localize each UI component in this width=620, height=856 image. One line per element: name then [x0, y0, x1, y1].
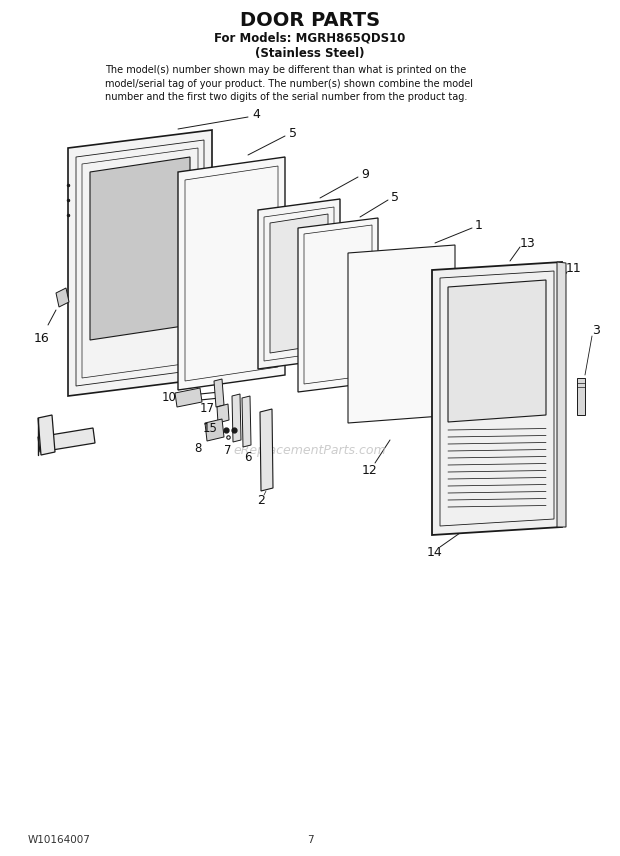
Text: 7: 7	[307, 835, 313, 845]
Text: For Models: MGRH865QDS10: For Models: MGRH865QDS10	[215, 32, 405, 45]
Text: 2: 2	[257, 494, 265, 507]
Polygon shape	[348, 245, 455, 423]
Polygon shape	[214, 379, 224, 407]
Text: 13: 13	[520, 236, 536, 249]
Text: 10: 10	[162, 390, 177, 403]
Polygon shape	[577, 378, 585, 415]
Text: eReplacementParts.com: eReplacementParts.com	[234, 443, 386, 456]
Polygon shape	[38, 415, 55, 455]
Polygon shape	[242, 396, 251, 447]
Text: 5: 5	[289, 127, 297, 140]
Polygon shape	[258, 199, 340, 369]
Polygon shape	[217, 404, 229, 423]
Polygon shape	[56, 288, 69, 307]
Text: W10164007: W10164007	[28, 835, 91, 845]
Polygon shape	[448, 280, 546, 422]
Polygon shape	[90, 157, 190, 340]
Text: The model(s) number shown may be different than what is printed on the
model/ser: The model(s) number shown may be differe…	[105, 65, 473, 102]
Text: 3: 3	[592, 324, 600, 336]
Text: 8: 8	[194, 442, 202, 455]
Text: 11: 11	[566, 261, 582, 275]
Text: 17: 17	[200, 401, 215, 414]
Text: (Stainless Steel): (Stainless Steel)	[255, 46, 365, 60]
Polygon shape	[432, 262, 562, 535]
Text: 1: 1	[475, 218, 483, 231]
Polygon shape	[557, 262, 566, 527]
Text: 15: 15	[203, 421, 218, 435]
Polygon shape	[298, 218, 378, 392]
Text: 12: 12	[362, 463, 378, 477]
Text: 5: 5	[391, 191, 399, 204]
Polygon shape	[260, 409, 273, 491]
Polygon shape	[68, 130, 212, 396]
Polygon shape	[175, 388, 202, 407]
Polygon shape	[270, 214, 328, 353]
Text: 14: 14	[427, 546, 443, 560]
Polygon shape	[205, 419, 224, 441]
Polygon shape	[38, 428, 95, 452]
Text: DOOR PARTS: DOOR PARTS	[240, 10, 380, 29]
Text: 4: 4	[252, 108, 260, 121]
Text: 16: 16	[34, 331, 50, 344]
Text: 6: 6	[244, 450, 252, 463]
Polygon shape	[232, 394, 241, 442]
Text: 7: 7	[224, 443, 232, 456]
Polygon shape	[178, 157, 285, 390]
Text: 9: 9	[361, 168, 369, 181]
